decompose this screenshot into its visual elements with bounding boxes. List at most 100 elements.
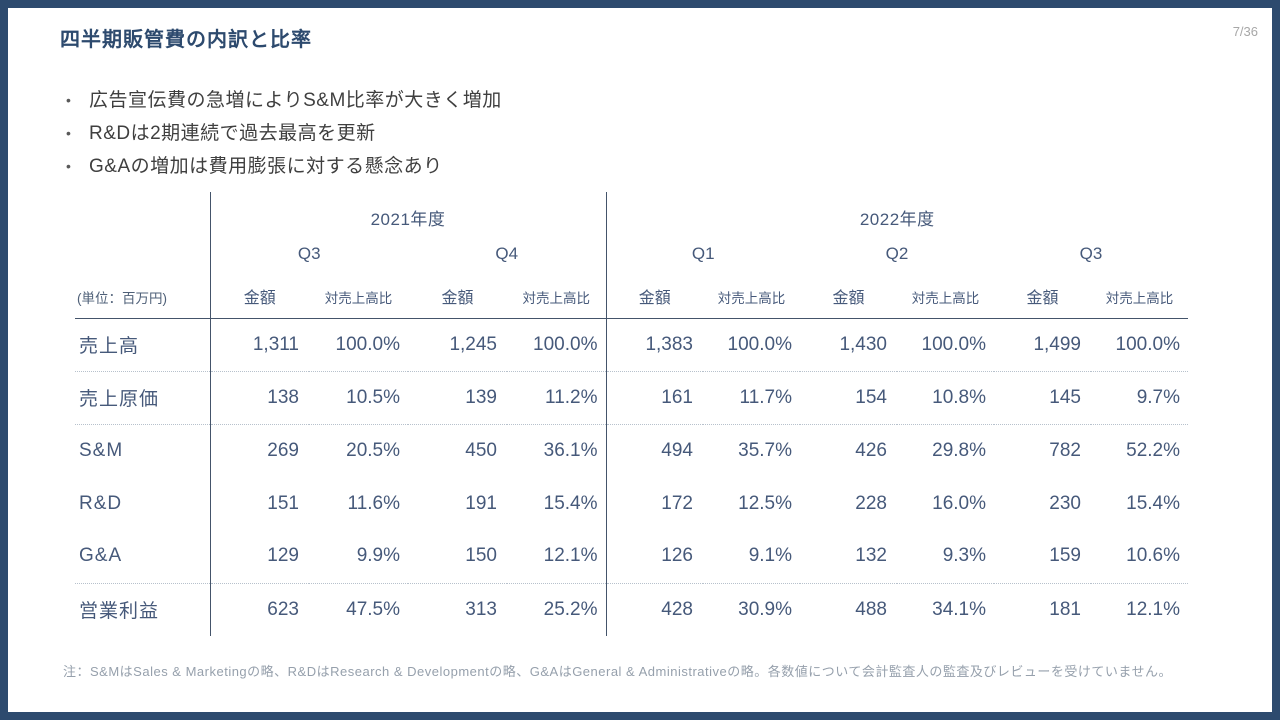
ratio-cell: 12.1% bbox=[507, 530, 606, 584]
ratio-header: 対売上高比 bbox=[507, 274, 606, 319]
row-label: 営業利益 bbox=[79, 601, 160, 623]
amount-cell: 450 bbox=[465, 439, 497, 461]
ratio-cell: 10.5% bbox=[309, 371, 408, 425]
bullet-item: 広告宣伝費の急増によりS&M比率が大きく増加 bbox=[66, 84, 502, 117]
amount-cell: 1,499 bbox=[994, 318, 1091, 372]
spacer-cell bbox=[75, 192, 210, 234]
ratio-cell: 100.0% bbox=[507, 318, 606, 372]
table-row: S&M 269 20.5% 450 36.1% 494 35.7% 426 29… bbox=[75, 424, 1188, 477]
ratio-cell: 10.8% bbox=[897, 371, 994, 425]
amount-cell: 132 bbox=[800, 530, 897, 584]
ratio-cell: 11.6% bbox=[347, 492, 400, 514]
sgna-table: 2021年度 2022年度 Q3 Q4 Q1 Q2 Q3 (単位：百万円) 金額… bbox=[75, 192, 1188, 636]
ratio-header: 対売上高比 bbox=[897, 274, 994, 319]
amount-cell: 488 bbox=[855, 598, 887, 620]
amount-cell: 159 bbox=[994, 530, 1091, 584]
ratio-cell: 30.9% bbox=[738, 598, 792, 620]
row-label: 売上高 bbox=[75, 318, 210, 372]
amount-cell: 145 bbox=[994, 371, 1091, 425]
ratio-cell: 100.0% bbox=[1091, 318, 1188, 372]
amount-cell: 139 bbox=[408, 371, 507, 425]
quarter-header: Q3 bbox=[1079, 244, 1103, 263]
ratio-header: 対売上高比 bbox=[309, 274, 408, 319]
spacer-cell bbox=[75, 234, 210, 274]
bullet-list: 広告宣伝費の急増によりS&M比率が大きく増加 R&Dは2期連続で過去最高を更新 … bbox=[66, 84, 502, 183]
amount-cell: 428 bbox=[605, 583, 703, 636]
column-header-row: (単位：百万円) 金額 対売上高比 金額 対売上高比 金額 対売上高比 金額 対… bbox=[75, 274, 1188, 319]
row-label: S&M bbox=[79, 439, 124, 461]
ratio-cell: 35.7% bbox=[738, 439, 792, 461]
amount-cell: 161 bbox=[605, 371, 703, 425]
ratio-cell: 100.0% bbox=[309, 318, 408, 372]
ratio-cell: 52.2% bbox=[1126, 439, 1180, 461]
ratio-cell: 12.5% bbox=[738, 492, 792, 514]
amount-cell: 150 bbox=[408, 530, 507, 584]
table-row: R&D 151 11.6% 191 15.4% 172 12.5% 228 16… bbox=[75, 477, 1188, 530]
amount-header: 金額 bbox=[800, 274, 897, 319]
quarter-header: Q4 bbox=[495, 244, 519, 263]
amount-cell: 426 bbox=[855, 439, 887, 461]
ratio-cell: 25.2% bbox=[543, 598, 598, 620]
amount-cell: 126 bbox=[605, 530, 703, 584]
ratio-cell: 29.8% bbox=[932, 439, 986, 461]
quarter-header: Q1 bbox=[605, 234, 800, 274]
ratio-cell: 20.5% bbox=[346, 439, 400, 461]
year-header-row: 2021年度 2022年度 bbox=[75, 192, 1188, 234]
amount-cell: 269 bbox=[209, 424, 309, 477]
ratio-cell: 11.2% bbox=[507, 371, 606, 425]
ratio-cell: 10.6% bbox=[1091, 530, 1188, 584]
bullet-item: G&Aの増加は費用膨張に対する懸念あり bbox=[66, 150, 502, 183]
unit-label: (単位：百万円) bbox=[75, 274, 210, 319]
quarter-header-row: Q3 Q4 Q1 Q2 Q3 bbox=[75, 234, 1188, 274]
ratio-header: 対売上高比 bbox=[703, 274, 800, 319]
amount-cell: 228 bbox=[855, 492, 887, 514]
row-label: R&D bbox=[79, 492, 123, 514]
sgna-table-container: 2021年度 2022年度 Q3 Q4 Q1 Q2 Q3 (単位：百万円) 金額… bbox=[75, 192, 1188, 636]
row-label: 売上原価 bbox=[75, 371, 210, 425]
ratio-cell: 15.4% bbox=[543, 492, 598, 514]
table-row: G&A 129 9.9% 150 12.1% 126 9.1% 132 9.3%… bbox=[75, 530, 1188, 584]
page-title: 四半期販管費の内訳と比率 bbox=[60, 29, 312, 51]
ratio-cell: 9.3% bbox=[897, 530, 994, 584]
ratio-cell: 100.0% bbox=[703, 318, 800, 372]
amount-cell: 129 bbox=[209, 530, 309, 584]
amount-header: 金額 bbox=[605, 274, 703, 319]
footnote: 注：S&MはSales & Marketingの略、R&DはResearch &… bbox=[63, 664, 1172, 679]
amount-header: 金額 bbox=[408, 274, 507, 319]
amount-cell: 181 bbox=[1049, 598, 1081, 620]
ratio-cell: 9.9% bbox=[309, 530, 408, 584]
ratio-cell: 16.0% bbox=[932, 492, 986, 514]
amount-cell: 1,430 bbox=[800, 318, 897, 372]
amount-header: 金額 bbox=[209, 274, 309, 319]
quarter-header: Q2 bbox=[885, 244, 909, 263]
amount-cell: 191 bbox=[465, 492, 497, 514]
amount-cell: 138 bbox=[209, 371, 309, 425]
page-number: 7/36 bbox=[1232, 24, 1258, 39]
ratio-cell: 36.1% bbox=[543, 439, 598, 461]
table-row: 売上高 1,311 100.0% 1,245 100.0% 1,383 100.… bbox=[75, 318, 1188, 372]
year-header-2022: 2022年度 bbox=[605, 192, 1188, 234]
ratio-cell: 15.4% bbox=[1126, 492, 1180, 514]
ratio-cell: 11.7% bbox=[703, 371, 800, 425]
amount-cell: 172 bbox=[605, 477, 703, 530]
row-label: G&A bbox=[75, 530, 210, 584]
amount-cell: 1,311 bbox=[209, 318, 309, 372]
quarter-header: Q3 bbox=[209, 234, 408, 274]
ratio-cell: 34.1% bbox=[932, 598, 986, 620]
amount-cell: 494 bbox=[605, 424, 703, 477]
year-header-2021: 2021年度 bbox=[209, 192, 606, 234]
amount-header: 金額 bbox=[994, 274, 1091, 319]
ratio-cell: 9.1% bbox=[703, 530, 800, 584]
amount-cell: 154 bbox=[800, 371, 897, 425]
ratio-cell: 9.7% bbox=[1091, 371, 1188, 425]
amount-cell: 313 bbox=[465, 598, 497, 620]
ratio-header: 対売上高比 bbox=[1091, 274, 1188, 319]
ratio-cell: 100.0% bbox=[897, 318, 994, 372]
table-row: 売上原価 138 10.5% 139 11.2% 161 11.7% 154 1… bbox=[75, 371, 1188, 425]
amount-cell: 151 bbox=[209, 477, 309, 530]
ratio-cell: 12.1% bbox=[1126, 598, 1180, 620]
amount-cell: 230 bbox=[1049, 492, 1081, 514]
amount-cell: 782 bbox=[1049, 439, 1081, 461]
table-row: 営業利益 623 47.5% 313 25.2% 428 30.9% 488 3… bbox=[75, 583, 1188, 636]
